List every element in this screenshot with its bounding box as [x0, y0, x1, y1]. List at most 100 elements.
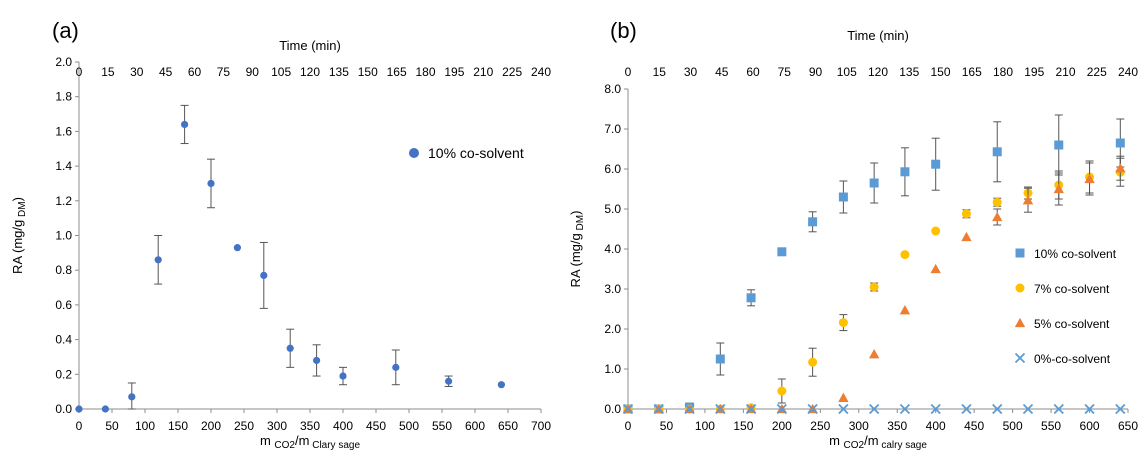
- legend-marker: [1014, 317, 1026, 328]
- data-point: [930, 403, 941, 415]
- x-axis-title: m CO2/m calry sage: [829, 433, 927, 451]
- top-tick-label: 90: [809, 65, 823, 79]
- top-tick-label: 120: [868, 65, 888, 79]
- data-point: [313, 356, 321, 365]
- legend-label: 5% co-solvent: [1034, 317, 1110, 331]
- y-tick-label: 0.2: [55, 367, 72, 381]
- data-point: [1054, 140, 1064, 150]
- data-point: [869, 282, 879, 292]
- y-axis-title-end: ): [568, 211, 583, 215]
- top-tick-label: 180: [993, 65, 1013, 79]
- x-tick-label: 400: [926, 419, 946, 433]
- legend-marker: [409, 148, 419, 158]
- top-tick-label: 225: [1087, 65, 1107, 79]
- x-axis-title-sub: Clary sage: [309, 440, 360, 451]
- y-tick-label: 0.8: [55, 263, 72, 277]
- top-tick-label: 0: [76, 65, 83, 79]
- x-tick-label: 700: [531, 419, 551, 433]
- x-tick-label: 300: [849, 419, 869, 433]
- x-tick-label: 50: [105, 419, 119, 433]
- top-tick-label: 240: [1118, 65, 1138, 79]
- x-tick-label: 500: [399, 419, 419, 433]
- y-tick-label: 8.0: [604, 82, 621, 96]
- x-tick-label: 150: [733, 419, 753, 433]
- y-tick-label: 5.0: [604, 202, 621, 216]
- data-point: [260, 271, 268, 280]
- top-tick-label: 150: [930, 65, 950, 79]
- y-tick-label: 0.0: [55, 402, 72, 416]
- x-tick-label: 250: [234, 419, 254, 433]
- x-tick-label: 600: [1080, 419, 1100, 433]
- data-point: [808, 217, 818, 227]
- data-point: [684, 403, 695, 415]
- x-axis-title-sub: calry sage: [879, 440, 928, 451]
- data-point: [931, 226, 941, 236]
- data-point: [339, 372, 347, 380]
- y-tick-label: 7.0: [604, 122, 621, 136]
- data-point: [992, 197, 1002, 207]
- data-point: [869, 178, 879, 188]
- data-point: [1053, 403, 1064, 415]
- top-tick-label: 15: [101, 65, 115, 79]
- top-axis-title: Time (min): [279, 38, 341, 53]
- x-tick-label: 100: [135, 419, 155, 433]
- data-point: [286, 344, 294, 352]
- y-axis-title: RA (mg/g DM): [10, 197, 28, 274]
- chart-panel-a: (a) 0.0 0.2 0.4 0.6 0.8 1.0 1.2 1.4 1.6 1.8 2.0 0 50 1…: [10, 18, 551, 451]
- x-tick-label: 50: [660, 419, 674, 433]
- x-tick-label: 200: [201, 419, 221, 433]
- data-point: [715, 354, 725, 364]
- x-tick-label: 250: [810, 419, 830, 433]
- x-tick-label: 600: [465, 419, 485, 433]
- top-tick-label: 30: [130, 65, 144, 79]
- data-point: [807, 403, 818, 415]
- data-point: [930, 263, 941, 274]
- top-tick-label: 90: [246, 65, 260, 79]
- data-point: [154, 256, 162, 264]
- data-point: [961, 403, 972, 415]
- x-tick-label: 650: [1118, 419, 1138, 433]
- top-tick-label: 45: [159, 65, 173, 79]
- top-tick-label: 0: [625, 65, 632, 79]
- legend-label: 0%-co-solvent: [1034, 352, 1111, 366]
- top-tick-label: 165: [387, 65, 407, 79]
- top-tick-label: 15: [653, 65, 667, 79]
- x-tick-label: 300: [267, 419, 287, 433]
- data-point: [233, 244, 241, 252]
- x-tick-label: 350: [300, 419, 320, 433]
- x-axis-title-main: m: [829, 433, 843, 448]
- x-tick-label: 200: [772, 419, 792, 433]
- data-point: [992, 403, 1003, 415]
- top-tick-label: 45: [715, 65, 729, 79]
- series-0: [75, 104, 505, 413]
- y-tick-label: 1.4: [55, 159, 72, 173]
- legend-marker: [1015, 248, 1025, 258]
- data-point: [900, 250, 910, 260]
- data-point: [961, 209, 971, 219]
- x-tick-label: 650: [498, 419, 518, 433]
- y-axis-title: RA (mg/g DM): [568, 211, 586, 288]
- y-tick-label: 1.0: [604, 362, 621, 376]
- top-tick-label: 195: [1024, 65, 1044, 79]
- data-point: [653, 403, 664, 415]
- data-point: [622, 403, 634, 415]
- top-tick-label: 30: [684, 65, 698, 79]
- top-tick-label: 180: [415, 65, 435, 79]
- y-tick-label: 2.0: [55, 55, 72, 69]
- y-axis-title-sub: DM: [17, 201, 28, 219]
- top-tick-label: 120: [300, 65, 320, 79]
- x-tick-label: 550: [1041, 419, 1061, 433]
- x-axis-title-sub: CO2: [844, 440, 865, 451]
- top-tick-label: 135: [899, 65, 919, 79]
- data-point: [1053, 183, 1064, 194]
- data-point: [1115, 403, 1126, 415]
- data-point: [1115, 163, 1126, 173]
- data-point: [838, 318, 848, 328]
- legend-marker: [1014, 352, 1026, 364]
- y-tick-label: 0.4: [55, 333, 72, 347]
- top-tick-label: 105: [837, 65, 857, 79]
- data-point: [207, 179, 215, 188]
- data-point: [776, 403, 787, 415]
- legend-marker: [1015, 283, 1025, 293]
